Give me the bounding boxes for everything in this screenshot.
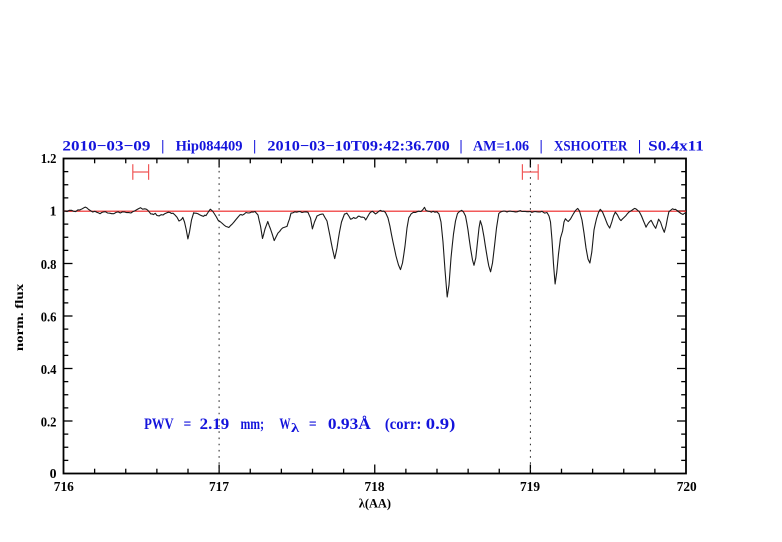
svg-text:|: | [459, 138, 462, 154]
svg-text:PWV: PWV [144, 416, 174, 433]
svg-text:718: 718 [365, 479, 385, 494]
svg-text:716: 716 [54, 479, 74, 494]
svg-text:AM=1.06: AM=1.06 [473, 138, 530, 154]
svg-text:|: | [253, 138, 256, 154]
svg-text:|: | [540, 138, 543, 154]
svg-text:717: 717 [209, 479, 229, 494]
svg-text:norm. flux: norm. flux [12, 284, 26, 351]
svg-text:λ: λ [291, 420, 300, 435]
svg-text:|: | [161, 138, 164, 154]
svg-text:XSHOOTER: XSHOOTER [554, 138, 628, 154]
svg-text:0.6: 0.6 [41, 310, 57, 325]
svg-text:0.2: 0.2 [41, 415, 57, 430]
svg-text:W: W [279, 416, 290, 433]
svg-text:0: 0 [50, 466, 57, 481]
svg-text:S0.4x11: S0.4x11 [648, 138, 704, 154]
svg-text:=: = [309, 416, 317, 433]
svg-text:Hip084409: Hip084409 [176, 138, 243, 154]
svg-text:2010−03−09: 2010−03−09 [62, 138, 150, 154]
svg-text:λ(AA): λ(AA) [359, 497, 391, 511]
svg-text:mm;: mm; [241, 416, 265, 433]
svg-text:=: = [184, 416, 192, 433]
svg-text:1: 1 [50, 204, 57, 219]
svg-text:0.9): 0.9) [426, 416, 456, 433]
svg-text:719: 719 [520, 479, 540, 494]
svg-text:2010−03−10T09:42:36.700: 2010−03−10T09:42:36.700 [267, 138, 449, 154]
svg-text:0.8: 0.8 [41, 257, 57, 272]
svg-text:720: 720 [677, 479, 697, 494]
svg-text:1.2: 1.2 [41, 151, 57, 166]
svg-text:(corr:: (corr: [385, 416, 422, 433]
svg-text:2.19: 2.19 [200, 416, 230, 433]
svg-text:0.4: 0.4 [41, 362, 57, 377]
svg-text:0.93Å: 0.93Å [328, 416, 372, 433]
svg-text:|: | [638, 138, 641, 154]
